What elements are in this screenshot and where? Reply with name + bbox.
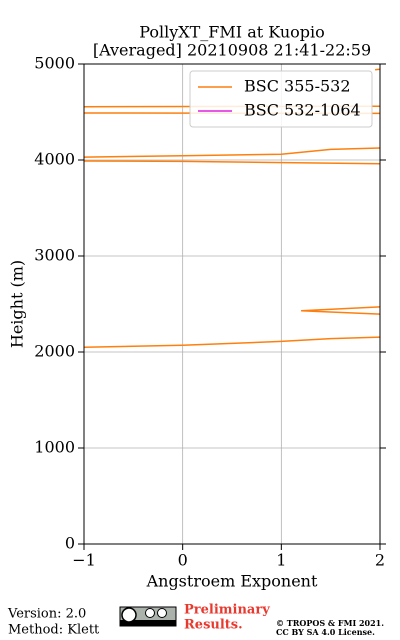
legend-label: BSC 532-1064 [244,101,361,120]
y-tick-label: 0 [65,534,75,553]
y-tick-label: 3000 [34,246,75,265]
y-tick-label: 4000 [34,150,75,169]
copyright: © TROPOS & FMI 2021. [276,618,384,628]
y-tick-label: 2000 [34,342,75,361]
version: Version: 2.0 [7,607,86,622]
plot-frame [83,63,381,545]
legend-box [189,70,373,128]
x-tick-label: −1 [72,551,96,570]
legend: BSC 355-532 BSC 532-1064 [189,70,373,128]
results: Results. [184,618,243,633]
x-axis-label: Angstroem Exponent [146,572,318,591]
preliminary: Preliminary [184,603,270,618]
x-tick-label: 2 [375,551,385,570]
y-tick-label: 5000 [34,54,75,73]
license: CC BY SA 4.0 License. [276,627,375,637]
y-axis-label: Height (m) [8,260,27,348]
cc-logo [119,606,177,627]
grid [83,63,381,545]
y-tick-label: 1000 [34,438,75,457]
x-tick-label: 0 [178,551,188,570]
chart-title: PollyXT_FMI at Kuopio [139,23,325,42]
x-tick-label: 1 [276,551,286,570]
method: Method: Klett [8,623,100,638]
legend-label: BSC 355-532 [244,77,351,96]
chart-subtitle: [Averaged] 20210908 21:41-22:59 [93,41,371,60]
